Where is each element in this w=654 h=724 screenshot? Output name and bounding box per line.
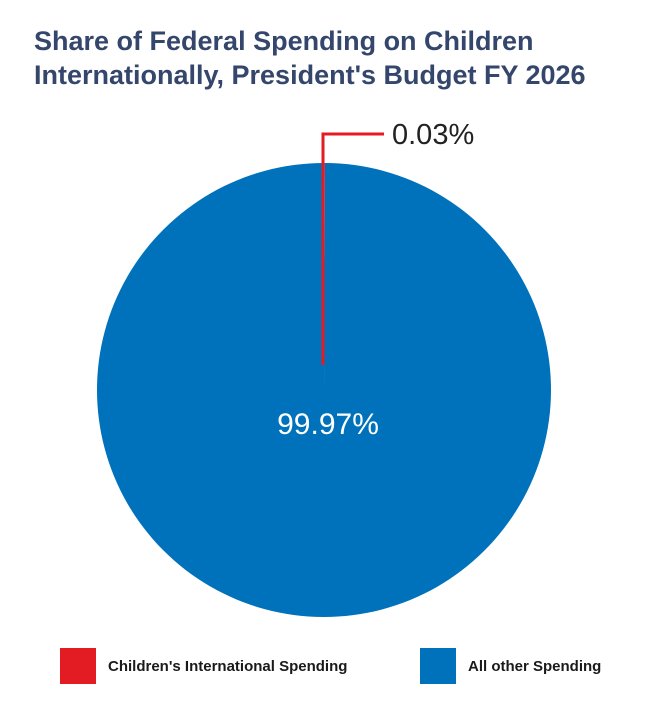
- pie-chart: 0.03% 99.97%: [96, 119, 551, 617]
- legend: Children's International Spending All ot…: [0, 646, 654, 686]
- legend-swatch-red: [60, 648, 96, 684]
- chart-title-line-2: Internationally, President's Budget FY 2…: [34, 60, 586, 90]
- slice-label-all-other: 99.97%: [277, 408, 379, 441]
- pie-slice-1: [96, 162, 551, 617]
- legend-item-all-other: All other Spending: [420, 646, 601, 686]
- legend-item-children-international: Children's International Spending: [60, 646, 347, 686]
- legend-label: All other Spending: [468, 657, 602, 675]
- legend-swatch-blue: [420, 648, 456, 684]
- slice-label-children-international: 0.03%: [392, 119, 474, 151]
- chart-title-line-1: Share of Federal Spending on Children: [34, 26, 534, 56]
- callout-line: [321, 132, 384, 365]
- chart-title: Share of Federal Spending on Children In…: [34, 24, 644, 92]
- legend-label: Children's International Spending: [108, 657, 348, 675]
